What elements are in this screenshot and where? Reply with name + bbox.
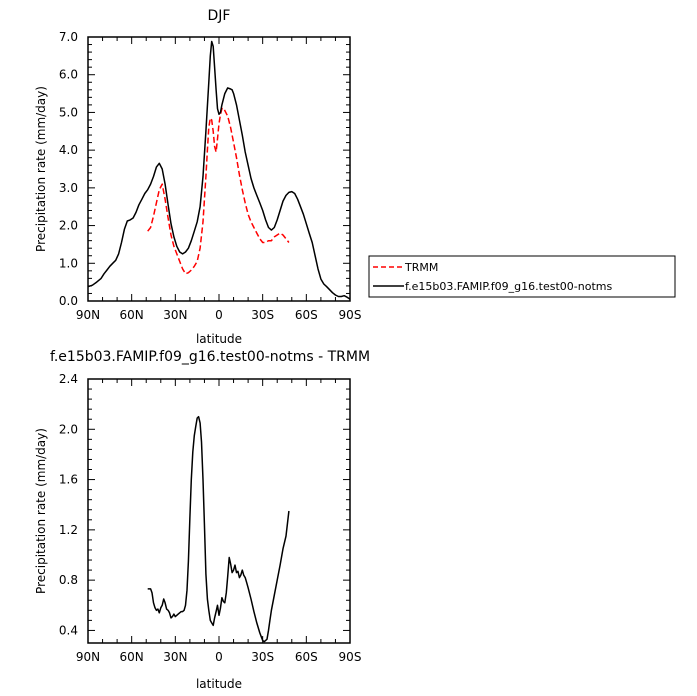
bottom-panel: f.e15b03.FAMIP.f09_g16.test00-notms - TR… bbox=[34, 349, 370, 691]
top-x-tick-label-1: 60N bbox=[120, 308, 144, 322]
top-panel: DJF 0.0 1.0 2.0 3.0 4.0 5.0 6.0 7.0 90N 60N 30N 0 3… bbox=[34, 8, 361, 346]
top-plot-frame bbox=[87, 36, 351, 302]
bottom-x-tick-label-0: 90N bbox=[76, 650, 100, 664]
top-x-tick-label-5: 60S bbox=[295, 308, 318, 322]
bottom-x-axis-label: latitude bbox=[196, 677, 242, 691]
bottom-x-tick-label-4: 30S bbox=[251, 650, 274, 664]
top-y-tick-label-5: 5.0 bbox=[59, 105, 78, 119]
top-x-tick-labels: 90N 60N 30N 0 30S 60S 90S bbox=[76, 308, 362, 322]
bottom-y-axis-label: Precipitation rate (mm/day) bbox=[34, 428, 48, 594]
bottom-x-tick-label-5: 60S bbox=[295, 650, 318, 664]
bottom-ticks bbox=[87, 378, 351, 643]
bottom-chart-title: f.e15b03.FAMIP.f09_g16.test00-notms - TR… bbox=[50, 349, 370, 365]
bottom-y-tick-label-4: 2.0 bbox=[59, 422, 78, 436]
top-x-tick-label-4: 30S bbox=[251, 308, 274, 322]
bottom-plot-frame bbox=[87, 378, 351, 644]
bottom-x-tick-label-1: 60N bbox=[120, 650, 144, 664]
bottom-series-line-0 bbox=[147, 415, 290, 643]
top-y-tick-label-0: 0.0 bbox=[59, 294, 78, 308]
legend: TRMM f.e15b03.FAMIP.f09_g16.test00-notms bbox=[368, 255, 676, 298]
top-y-tick-label-4: 4.0 bbox=[59, 143, 78, 157]
bottom-x-tick-label-6: 90S bbox=[339, 650, 362, 664]
top-y-tick-label-2: 2.0 bbox=[59, 219, 78, 233]
bottom-y-tick-labels: 0.4 0.8 1.2 1.6 2.0 2.4 bbox=[59, 372, 78, 637]
top-y-tick-label-6: 6.0 bbox=[59, 68, 78, 82]
top-y-tick-label-3: 3.0 bbox=[59, 181, 78, 195]
top-series-lines bbox=[87, 40, 351, 300]
top-y-tick-labels: 0.0 1.0 2.0 3.0 4.0 5.0 6.0 7.0 bbox=[59, 30, 78, 308]
bottom-x-tick-label-3: 0 bbox=[215, 650, 223, 664]
top-x-tick-label-2: 30N bbox=[163, 308, 187, 322]
bottom-y-tick-label-2: 1.2 bbox=[59, 523, 78, 537]
top-x-tick-label-0: 90N bbox=[76, 308, 100, 322]
bottom-y-tick-label-3: 1.6 bbox=[59, 473, 78, 487]
bottom-y-tick-label-5: 2.4 bbox=[59, 372, 78, 386]
top-x-tick-label-6: 90S bbox=[339, 308, 362, 322]
legend-label-model: f.e15b03.FAMIP.f09_g16.test00-notms bbox=[405, 280, 612, 293]
top-y-tick-label-1: 1.0 bbox=[59, 256, 78, 270]
legend-label-trmm: TRMM bbox=[404, 261, 438, 274]
bottom-series-lines bbox=[147, 415, 290, 643]
bottom-x-tick-label-2: 30N bbox=[163, 650, 187, 664]
bottom-x-tick-labels: 90N 60N 30N 0 30S 60S 90S bbox=[76, 650, 362, 664]
top-x-axis-label: latitude bbox=[196, 332, 242, 346]
top-series-line-1 bbox=[87, 40, 351, 300]
bottom-y-tick-label-0: 0.4 bbox=[59, 623, 78, 637]
top-series-line-0 bbox=[147, 107, 290, 275]
top-y-axis-label: Precipitation rate (mm/day) bbox=[34, 86, 48, 252]
top-chart-title: DJF bbox=[208, 8, 231, 24]
bottom-y-tick-label-1: 0.8 bbox=[59, 573, 78, 587]
top-x-tick-label-3: 0 bbox=[215, 308, 223, 322]
top-ticks bbox=[87, 36, 351, 302]
top-y-tick-label-7: 7.0 bbox=[59, 30, 78, 44]
legend-box bbox=[368, 255, 676, 298]
